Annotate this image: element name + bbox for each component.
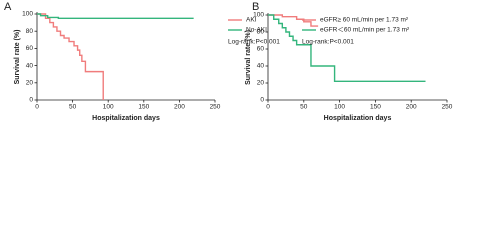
annotation: Log-rank:P<0.001	[228, 39, 280, 46]
panel-label: B	[252, 1, 259, 13]
annotation: Log-rank:P<0.001	[302, 39, 354, 46]
y-tick-label: 40	[26, 62, 34, 69]
x-tick-label: 50	[69, 104, 77, 111]
x-axis-label: Hospitalization days	[324, 115, 392, 122]
x-tick-label: 100	[103, 104, 114, 111]
y-tick-label: 60	[26, 45, 34, 52]
y-tick-label: 80	[257, 29, 265, 36]
y-tick-label: 0	[260, 97, 264, 104]
x-tick-label: 250	[442, 104, 453, 111]
x-tick-label: 200	[406, 104, 417, 111]
y-tick-label: 40	[257, 63, 265, 70]
survival-curve	[37, 13, 194, 19]
survival-curve	[37, 13, 104, 100]
x-tick-label: 0	[266, 104, 270, 111]
x-tick-label: 50	[300, 104, 308, 111]
legend-label: No-AKI	[246, 27, 267, 34]
y-tick-label: 100	[253, 12, 264, 19]
y-tick-label: 100	[22, 11, 33, 18]
legend-label: AKI	[246, 17, 257, 24]
x-tick-label: 250	[210, 104, 221, 111]
survival-curve	[268, 14, 426, 82]
y-tick-label: 60	[257, 46, 265, 53]
legend-label: eGFR＜60 mL/min per 1.73 m²	[320, 27, 410, 34]
x-tick-label: 200	[174, 104, 185, 111]
y-tick-label: 0	[29, 97, 33, 104]
x-axis-label: Hospitalization days	[92, 115, 160, 122]
y-tick-label: 20	[257, 80, 265, 87]
x-tick-label: 150	[138, 104, 149, 111]
x-tick-label: 150	[370, 104, 381, 111]
panel-label: A	[4, 1, 12, 13]
y-tick-label: 20	[26, 80, 34, 87]
y-axis-label: Survival rate (%)	[245, 30, 252, 85]
y-axis-label: Survival rate (%)	[14, 30, 21, 85]
survival-curve	[268, 14, 319, 27]
x-tick-label: 100	[334, 104, 345, 111]
x-tick-label: 0	[35, 104, 39, 111]
y-tick-label: 80	[26, 28, 34, 35]
legend-label: eGFR≥ 60 mL/min per 1.73 m²	[320, 17, 409, 24]
